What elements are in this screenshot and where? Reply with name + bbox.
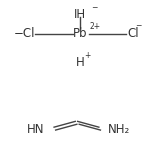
Text: H: H <box>76 56 84 69</box>
Text: −Cl: −Cl <box>14 27 36 40</box>
Text: NH₂: NH₂ <box>108 123 131 136</box>
Text: −: − <box>135 22 142 31</box>
Text: IH: IH <box>74 8 86 21</box>
Text: HN: HN <box>27 123 45 136</box>
Text: 2+: 2+ <box>89 22 100 31</box>
Text: Cl: Cl <box>127 27 139 40</box>
Text: Pb: Pb <box>73 27 87 40</box>
Text: +: + <box>84 51 91 59</box>
Text: −: − <box>91 3 97 12</box>
